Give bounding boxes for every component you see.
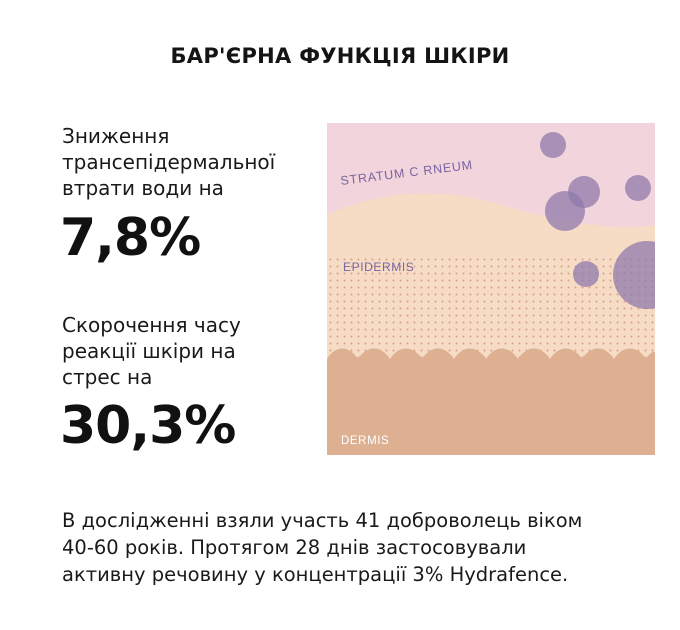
bubble — [573, 261, 599, 287]
stat-label-stress: Скорочення часу реакції шкіри на стрес н… — [62, 313, 241, 389]
label-epidermis: EPIDERMIS — [343, 260, 414, 274]
bubble — [540, 132, 566, 158]
bubble — [613, 241, 655, 309]
stat-value-tewl: 7,8% — [60, 208, 201, 268]
dotted-region — [327, 255, 655, 365]
page-title: БАР'ЄРНА ФУНКЦІЯ ШКІРИ — [170, 44, 510, 68]
stat-value-stress: 30,3% — [60, 396, 236, 456]
bubble — [625, 175, 651, 201]
bubble — [545, 191, 585, 231]
study-description: В дослідженні взяли участь 41 доброволец… — [62, 509, 583, 586]
label-dermis: DERMIS — [341, 435, 389, 447]
stat-label-tewl: Зниження трансепідермальної втрати води … — [62, 124, 276, 200]
dermis-layer — [327, 348, 655, 455]
skin-layers-illustration: STRATUM C RNEUM EPIDERMIS DERMIS — [327, 123, 655, 455]
